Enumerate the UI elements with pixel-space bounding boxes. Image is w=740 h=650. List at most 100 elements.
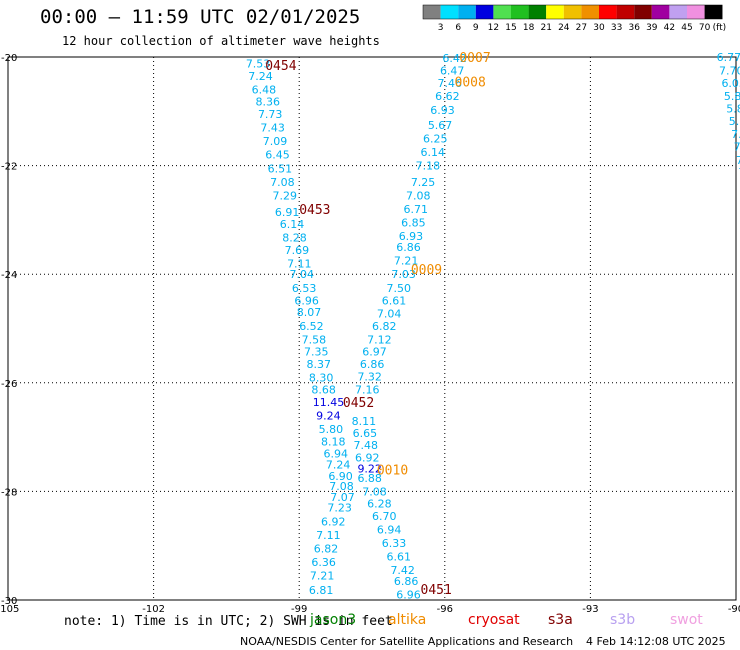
satellite-legend-item: swot	[670, 612, 703, 628]
wave-height-value: 6.96	[396, 589, 421, 602]
wave-height-value: 7.42	[390, 564, 415, 577]
wave-height-value: 6.82	[314, 542, 339, 555]
x-tick-label: -90	[728, 604, 740, 615]
wave-height-value: 7.07	[330, 491, 355, 504]
wave-height-value: 7.32	[357, 370, 382, 383]
colorbar-swatch	[511, 5, 529, 19]
x-tick-label: -96	[437, 604, 453, 615]
wave-height-value: 7.21	[310, 570, 335, 583]
footer-credit: NOAA/NESDIS Center for Satellite Applica…	[240, 635, 574, 648]
wave-height-value: 8.11	[352, 415, 377, 428]
wave-height-value: 6.53	[292, 282, 317, 295]
colorbar-swatch	[563, 5, 582, 19]
pass-label: 0454	[265, 59, 296, 74]
wave-height-value: 8.30	[309, 371, 334, 384]
wave-height-value: 6.42	[442, 52, 467, 65]
wave-height-value: 5.86	[729, 115, 740, 128]
wave-height-value: 7.03	[391, 268, 416, 281]
y-tick-label: -28	[1, 487, 17, 498]
wave-height-value: 6.82	[372, 320, 397, 333]
wave-height-value: 6.85	[401, 217, 426, 230]
wave-height-value: 6.65	[353, 427, 378, 440]
colorbar-tick-label: 33	[611, 23, 622, 33]
pass-label: 0009	[411, 263, 442, 278]
wave-height-value: 7.08	[270, 176, 295, 189]
satellite-legend-item: s3a	[548, 612, 573, 628]
wave-height-value: 6.92	[321, 515, 346, 528]
pass-label: 0451	[421, 583, 452, 598]
colorbar-swatch	[528, 5, 547, 19]
wave-height-value: 7.4	[734, 141, 740, 154]
wave-height-value: 6.86	[396, 241, 421, 254]
wave-height-value: 8.37	[306, 358, 331, 371]
colorbar-tick-label: 45	[681, 23, 692, 33]
colorbar-swatch	[546, 5, 564, 19]
wave-height-value: 6.94	[377, 523, 402, 536]
y-tick-label: -26	[1, 379, 17, 390]
wave-height-value: 6.70	[372, 510, 397, 523]
colorbar: 3 6 9 12 15 18 21 24 27 30 33 36 39 42 45 70 (ft)	[422, 4, 727, 33]
wave-height-value: 6.96	[294, 294, 319, 307]
wave-height-value: 7.16	[355, 383, 380, 396]
wave-height-value: 5.67	[428, 119, 453, 132]
wave-height-value: 7.1	[736, 154, 740, 167]
colorbar-swatch	[493, 5, 511, 19]
page-subtitle: 12 hour collection of altimeter wave hei…	[62, 34, 380, 48]
colorbar-tick-label: 15	[505, 23, 516, 33]
wave-height-value: 6.33	[382, 537, 407, 550]
wave-height-value: 6.14	[421, 146, 446, 159]
colorbar-tick-label: 30	[593, 23, 605, 33]
colorbar-tick-label: 18	[523, 23, 535, 33]
satellite-legend-item: cryosat	[468, 612, 520, 628]
wave-height-value: 6.90	[328, 470, 353, 483]
colorbar-tick-label: 70	[699, 23, 711, 33]
wave-height-value: 5.89	[726, 103, 740, 116]
colorbar-swatch	[581, 5, 599, 19]
wave-height-value: 7.0	[731, 128, 740, 141]
wave-height-value: 7.50	[387, 282, 412, 295]
pass-label: 0452	[343, 396, 374, 411]
wave-height-value: 7.48	[354, 439, 379, 452]
wave-height-value: 11.45	[313, 396, 345, 409]
wave-height-value: 7.24	[248, 70, 272, 83]
wave-height-value: 6.62	[435, 90, 460, 103]
colorbar-swatch	[651, 5, 670, 19]
colorbar-swatch	[616, 5, 635, 19]
wave-height-value: 8.68	[311, 383, 336, 396]
wave-height-value: 6.61	[387, 551, 412, 564]
footer-note: note: 1) Time is in UTC; 2) SWH is in fe…	[64, 614, 393, 629]
x-tick-label: -102	[142, 604, 165, 615]
colorbar-unit: (ft)	[713, 23, 727, 33]
wave-height-value: 6.25	[423, 132, 448, 145]
wave-height-value: 6.86	[360, 358, 385, 371]
wave-height-value: 8.18	[321, 435, 346, 448]
wave-height-value: 7.25	[411, 176, 436, 189]
colorbar-tick-label: 42	[664, 23, 675, 33]
x-tick-label: -99	[291, 604, 307, 615]
colorbar-swatch	[440, 5, 459, 19]
wave-height-value: 7	[738, 166, 740, 179]
pass-label: 0453	[299, 203, 330, 218]
wave-height-value: 6.91	[275, 206, 300, 219]
colorbar-tick-label: 39	[646, 23, 658, 33]
wave-height-value: 7.29	[273, 189, 298, 202]
colorbar-swatch	[669, 5, 687, 19]
colorbar-tick-label: 3	[438, 23, 444, 33]
wave-height-value: 7.43	[260, 122, 285, 135]
wave-height-value: 7.11	[287, 257, 312, 270]
wave-height-value: 6.45	[265, 149, 290, 162]
wave-height-value: 7.12	[367, 333, 392, 346]
pass-label: 0008	[455, 75, 486, 90]
wave-height-value: 7.46	[438, 77, 463, 90]
wave-height-values: 7.537.246.488.367.737.437.096.456.517.08…	[246, 51, 740, 602]
colorbar-frame	[422, 4, 723, 20]
pass-label: 0010	[377, 464, 408, 479]
wave-height-value: 7.04	[289, 268, 314, 281]
wave-height-value: 6.03	[721, 77, 740, 90]
colorbar-swatch	[599, 5, 617, 19]
wave-height-value: 7.24	[326, 458, 351, 471]
wave-height-value: 7.69	[285, 244, 310, 257]
colorbar-tick-label: 6	[455, 23, 461, 33]
wave-height-value: 7.08	[406, 189, 431, 202]
